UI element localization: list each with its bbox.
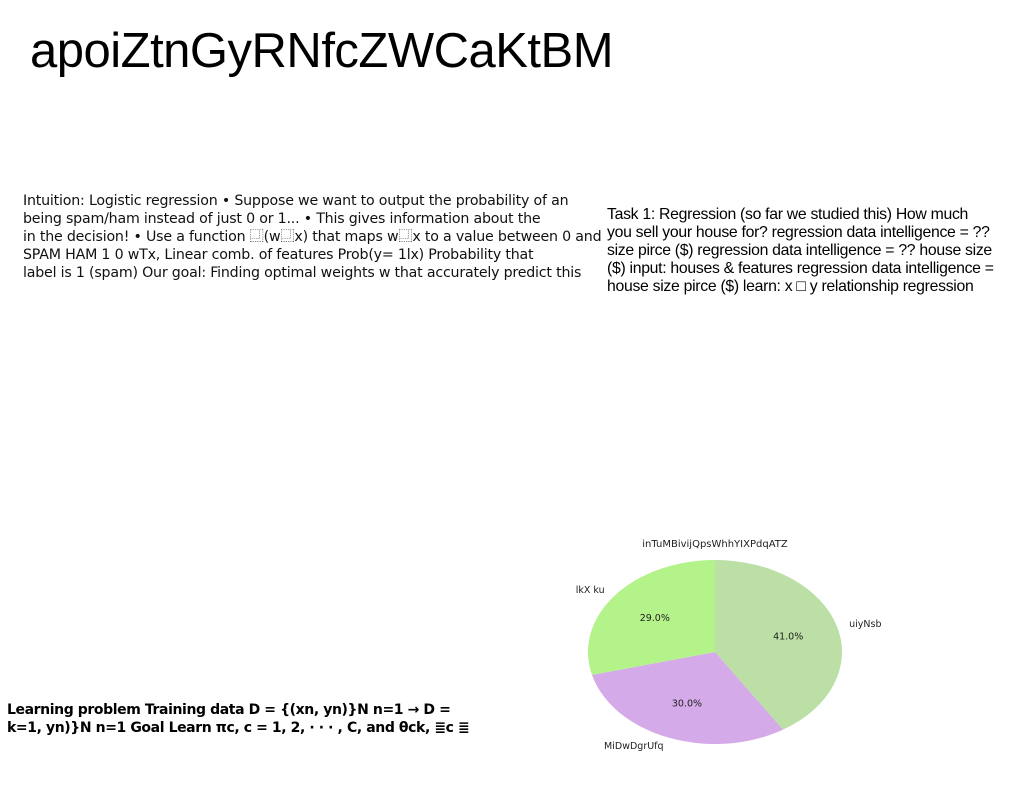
pie-slice-uiynsb bbox=[715, 560, 842, 730]
text-line: you sell your house for? regression data… bbox=[607, 224, 990, 241]
text-line: in the decision! • Use a function ⿽(w⿽x)… bbox=[23, 229, 602, 245]
pie-category-label: lkX ku bbox=[576, 585, 605, 596]
page-title: apoiZtnGyRNfcZWCaKtBM bbox=[30, 24, 614, 78]
pie-percent-label: 41.0% bbox=[773, 632, 803, 643]
text-line: k=1, yn)}N n=1 Goal Learn πc, c = 1, 2, … bbox=[7, 720, 470, 736]
text-line: SPAM HAM 1 0 wTx, Linear comb. of featur… bbox=[23, 247, 534, 263]
text-line: Intuition: Logistic regression • Suppose… bbox=[23, 193, 569, 209]
pie-slice-midwdgrufq bbox=[591, 652, 784, 745]
regression-task-text: Task 1: Regression (so far we studied th… bbox=[607, 206, 1021, 296]
text-line: label is 1 (spam) Our goal: Finding opti… bbox=[23, 265, 582, 281]
pie-slice-lkx-ku bbox=[588, 560, 715, 675]
text-line: size pirce ($) regression data intellige… bbox=[607, 242, 992, 259]
learning-problem-text: Learning problem Training data D = {(xn,… bbox=[7, 701, 472, 737]
chart-title: inTuMBivijQpsWhhYIXPdqATZ bbox=[642, 539, 788, 550]
pie-category-label: uiyNsb bbox=[849, 619, 881, 630]
pie-percent-label: 29.0% bbox=[640, 613, 670, 624]
logistic-regression-text: Intuition: Logistic regression • Suppose… bbox=[23, 192, 602, 282]
pie-percent-label: 30.0% bbox=[672, 698, 702, 709]
pie-category-label: MiDwDgrUfq bbox=[604, 741, 664, 752]
text-line: Learning problem Training data D = {(xn,… bbox=[7, 702, 451, 718]
text-line: being spam/ham instead of just 0 or 1...… bbox=[23, 211, 541, 227]
text-line: ($) input: houses & features regression … bbox=[607, 260, 994, 277]
text-line: house size pirce ($) learn: x □ y relati… bbox=[607, 278, 974, 295]
text-line: Task 1: Regression (so far we studied th… bbox=[607, 206, 969, 223]
